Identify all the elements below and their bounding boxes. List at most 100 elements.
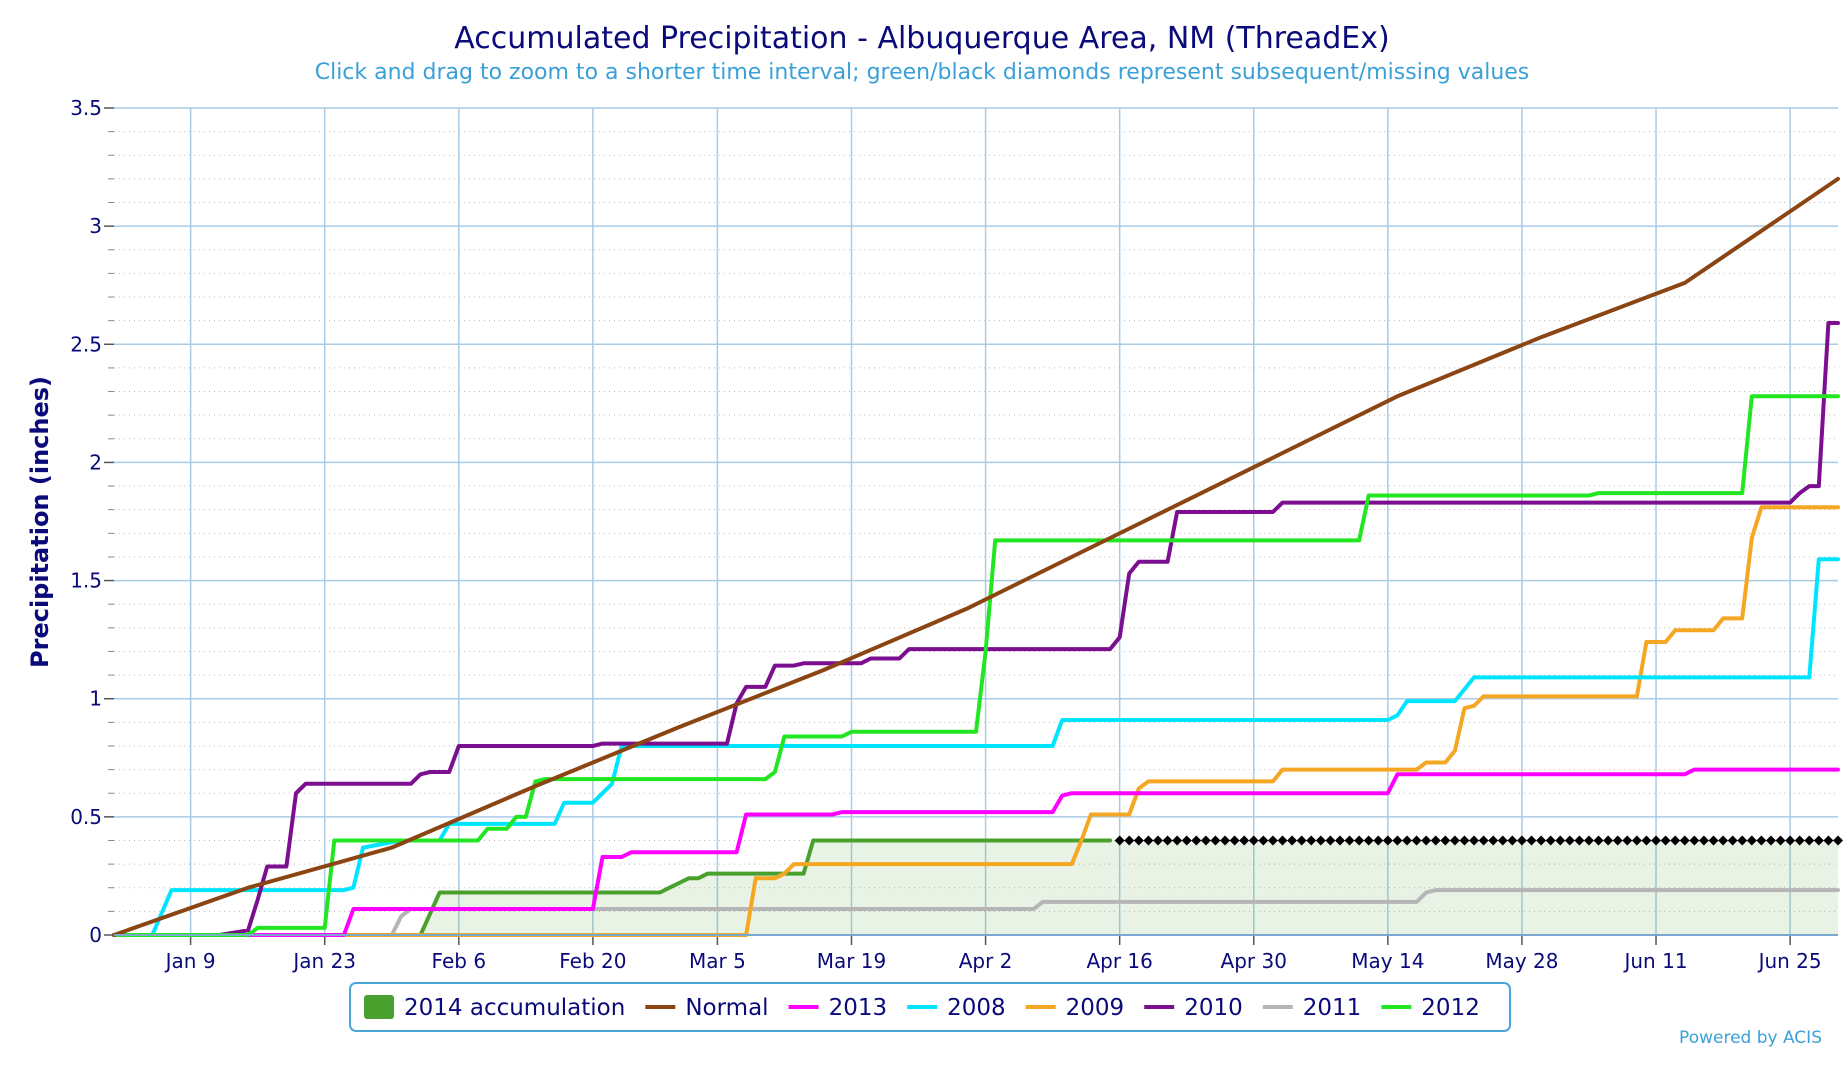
missing-value-diamond [1172,835,1183,846]
series-line-normal [112,176,1840,937]
missing-value-diamond [1823,835,1834,846]
legend-item-2013[interactable]: 2013 [788,995,888,1021]
x-tick-label: Feb 20 [559,949,626,973]
missing-value-diamond [1334,835,1345,846]
missing-value-diamond [1152,835,1163,846]
missing-value-diamond [1507,835,1518,846]
legend-item-2011[interactable]: 2011 [1262,995,1362,1021]
y-tick-label: 1.5 [70,569,102,593]
missing-value-diamond [1574,835,1585,846]
series-line-2010 [112,321,1840,937]
missing-value-diamond [1756,835,1767,846]
x-tick-label: Apr 2 [959,949,1013,973]
missing-value-diamond [1833,835,1843,846]
missing-value-diamond [1143,835,1154,846]
series-line-2012 [112,394,1840,937]
missing-value-diamond [1775,835,1786,846]
axes: 0 0.5 1 1.5 2 2.5 3 3.5 Jan 9 Jan 23 Feb 6 Feb 20 Ma… [70,96,1838,973]
y-tick-label: 1 [89,687,102,711]
missing-value-diamond [1497,835,1508,846]
missing-value-diamond [1516,835,1527,846]
missing-value-diamond [1555,835,1566,846]
x-tick-label: Jun 25 [1757,949,1822,973]
missing-value-diamond [1382,835,1393,846]
series-area-2014-accumulation [114,840,1838,935]
missing-value-diamond [1392,835,1403,846]
series-line-2014-accumulation [112,838,1113,937]
missing-value-diamond [1411,835,1422,846]
missing-value-diamond [1727,835,1738,846]
legend-item-normal[interactable]: Normal [645,995,769,1021]
missing-value-diamond [1181,835,1192,846]
missing-value-diamond [1277,835,1288,846]
y-tick-label: 0.5 [70,805,102,829]
missing-value-diamond [1593,835,1604,846]
series-layer [112,176,1843,937]
missing-value-diamond [1603,835,1614,846]
missing-value-diamond [1421,835,1432,846]
x-tick-label: Feb 6 [432,949,487,973]
missing-value-diamond [1737,835,1748,846]
missing-value-diamond [1287,835,1298,846]
missing-value-diamond [1545,835,1556,846]
legend-label: 2009 [1066,995,1125,1021]
missing-value-diamond [1631,835,1642,846]
series-line-2008 [112,557,1840,937]
missing-value-diamond [1794,835,1805,846]
y-tick-label: 3.5 [70,96,102,120]
missing-value-diamond [1689,835,1700,846]
missing-value-diamond [1325,835,1336,846]
missing-value-diamond [1708,835,1719,846]
missing-value-diamond [1651,835,1662,846]
missing-value-diamond [1200,835,1211,846]
y-tick-label: 3 [89,214,102,238]
x-tick-label: Mar 19 [817,949,887,973]
missing-value-diamond [1258,835,1269,846]
missing-value-diamond [1373,835,1384,846]
missing-value-diamond [1785,835,1796,846]
missing-value-diamond [1363,835,1374,846]
x-tick-label: Jun 11 [1622,949,1687,973]
legend-item-2009[interactable]: 2009 [1025,995,1125,1021]
chart-subtitle: Click and drag to zoom to a shorter time… [315,60,1530,85]
chart-title: Accumulated Precipitation - Albuquerque … [454,21,1389,56]
missing-value-diamond [1430,835,1441,846]
missing-value-diamond [1804,835,1815,846]
missing-value-diamond [1526,835,1537,846]
legend-label: 2012 [1421,995,1480,1021]
missing-value-diamond [1488,835,1499,846]
legend-label: 2010 [1184,995,1243,1021]
y-tick-label: 0 [89,923,102,947]
missing-value-diamond [1564,835,1575,846]
missing-value-diamond [1162,835,1173,846]
missing-value-diamond [1191,835,1202,846]
x-tick-label: May 14 [1351,949,1424,973]
legend-label: 2013 [829,995,888,1021]
missing-value-diamond [1449,835,1460,846]
legend[interactable]: 2014 accumulation Normal 2013 2008 2009 2010 2… [349,982,1511,1032]
missing-value-diamond [1248,835,1259,846]
missing-value-diamond [1765,835,1776,846]
legend-item-2014-accumulation[interactable]: 2014 accumulation [364,995,625,1021]
missing-value-diamond [1459,835,1470,846]
missing-value-diamond [1469,835,1480,846]
x-tick-label: May 28 [1485,949,1558,973]
missing-value-diamond [1114,835,1125,846]
missing-value-diamond [1133,835,1144,846]
series-line-2009 [112,505,1840,937]
legend-item-2008[interactable]: 2008 [907,995,1006,1021]
missing-value-diamond [1296,835,1307,846]
missing-value-diamond [1536,835,1547,846]
y-tick-label: 2 [89,450,102,474]
missing-value-diamond [1210,835,1221,846]
y-axis-label: Precipitation (inches) [26,376,54,668]
missing-value-diamond [1306,835,1317,846]
legend-label: 2008 [947,995,1006,1021]
powered-by-acis[interactable]: Powered by ACIS [1679,1028,1822,1048]
legend-item-2010[interactable]: 2010 [1144,995,1243,1021]
x-tick-label: Jan 9 [164,949,216,973]
x-tick-label: Apr 16 [1086,949,1152,973]
legend-item-2012[interactable]: 2012 [1381,995,1480,1021]
